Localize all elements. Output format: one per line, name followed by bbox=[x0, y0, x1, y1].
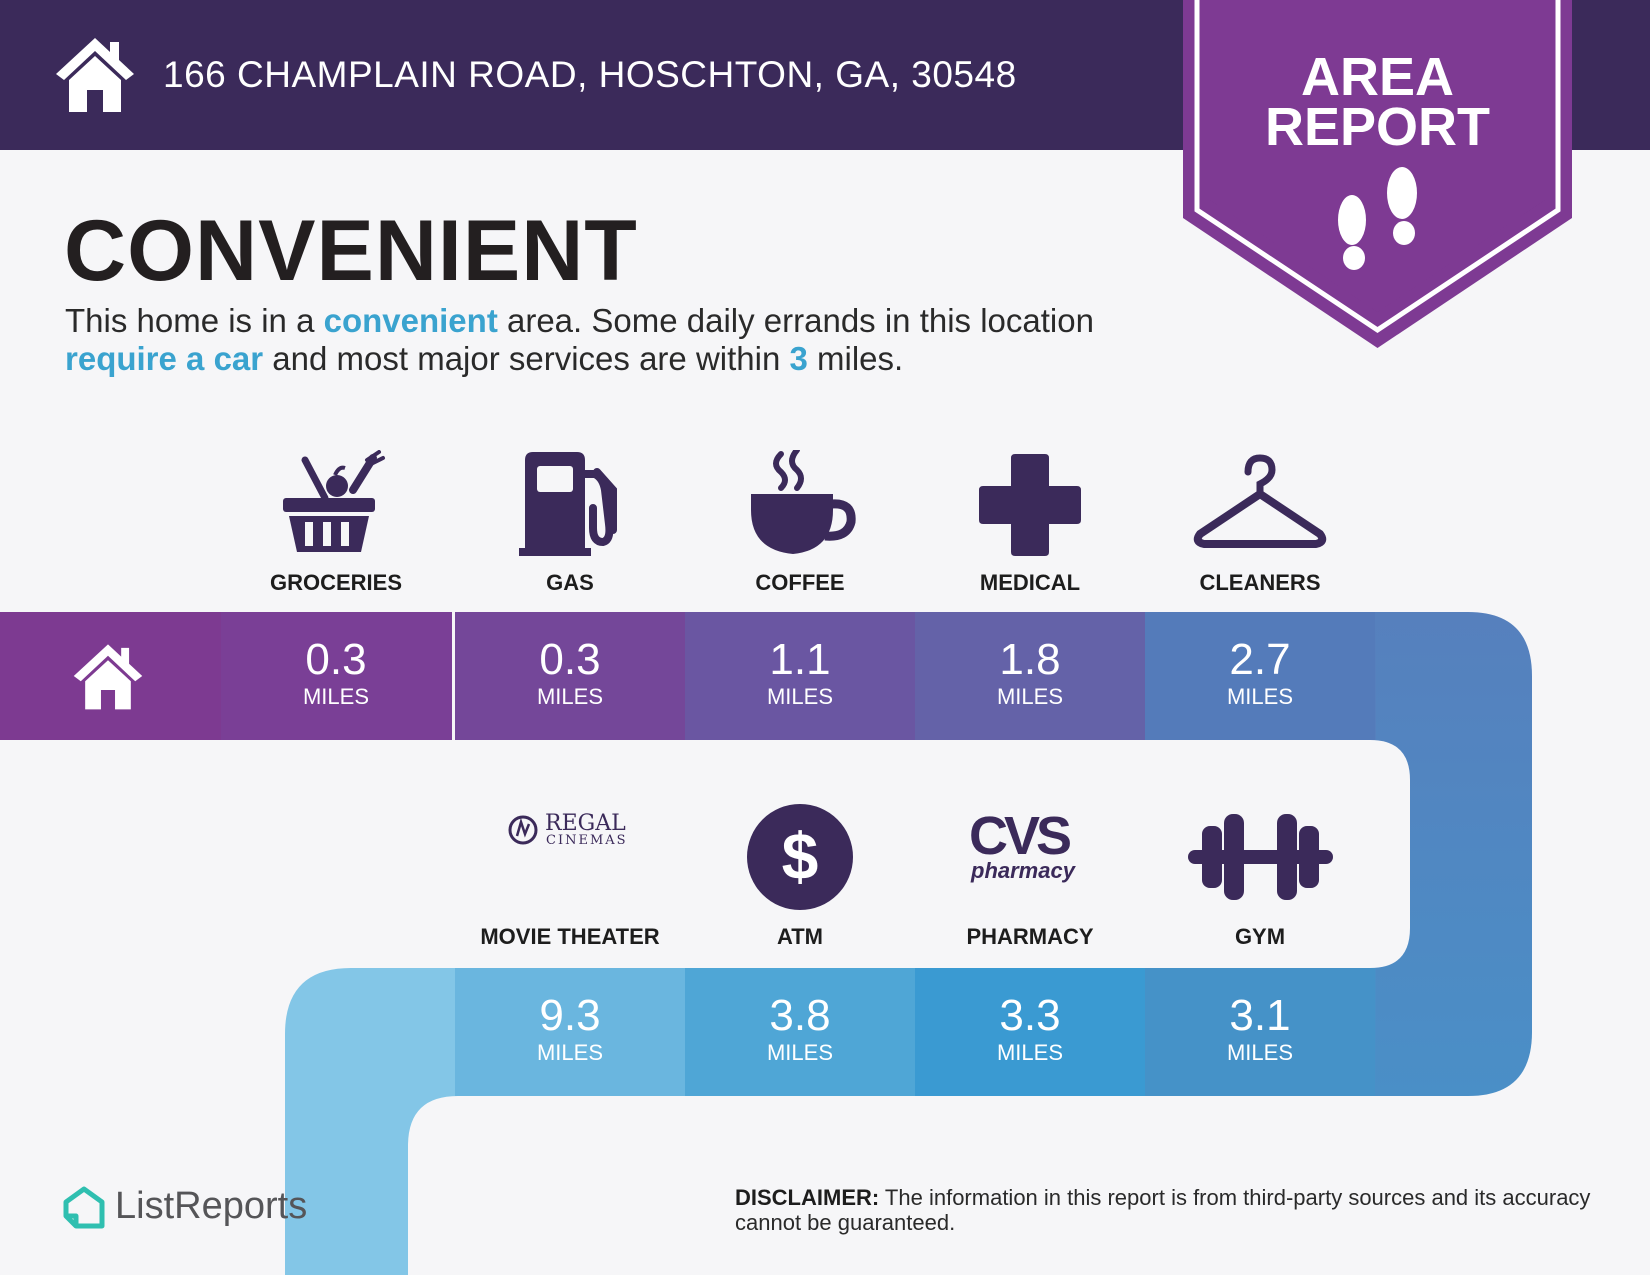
distance-readout: 0.3 MILES bbox=[221, 636, 451, 710]
svg-text:pharmacy: pharmacy bbox=[970, 858, 1077, 883]
distance-unit: MILES bbox=[536, 684, 604, 709]
distance-unit: MILES bbox=[1226, 684, 1294, 709]
svg-text:CINEMAS: CINEMAS bbox=[546, 833, 628, 848]
distance-value: 0.3 bbox=[539, 635, 601, 684]
distance-unit: MILES bbox=[766, 684, 834, 709]
distance-readout: 1.1 MILES bbox=[685, 636, 915, 710]
distance-readout: 3.3 MILES bbox=[915, 992, 1145, 1066]
distance-value: 3.3 bbox=[999, 991, 1061, 1040]
cvs-pharmacy-logo: CVS pharmacy bbox=[969, 810, 1077, 883]
distance-cell-coffee bbox=[685, 612, 916, 740]
grocery-basket-icon bbox=[283, 450, 385, 552]
distance-unit: MILES bbox=[302, 684, 370, 709]
distance-value: 1.1 bbox=[769, 635, 831, 684]
category-label: PHARMACY bbox=[966, 924, 1094, 949]
distance-cell-groceries bbox=[221, 612, 452, 740]
category-label: MOVIE THEATER bbox=[480, 924, 660, 949]
page-title: CONVENIENT bbox=[64, 203, 638, 299]
svg-text:$: $ bbox=[782, 819, 819, 893]
road-segment bbox=[1375, 612, 1376, 740]
area-report-badge bbox=[1183, 0, 1572, 348]
coffee-cup-icon bbox=[751, 450, 856, 554]
gas-pump-icon bbox=[519, 452, 617, 556]
distance-readout: 1.8 MILES bbox=[915, 636, 1145, 710]
category-label: CLEANERS bbox=[1199, 570, 1321, 595]
category-label: GYM bbox=[1234, 924, 1286, 949]
distance-readout: 3.8 MILES bbox=[685, 992, 915, 1066]
distance-readout: 3.1 MILES bbox=[1145, 992, 1375, 1066]
distance-value: 3.1 bbox=[1229, 991, 1291, 1040]
distance-unit: MILES bbox=[766, 1040, 834, 1065]
home-icon bbox=[56, 38, 134, 112]
distance-value: 9.3 bbox=[539, 991, 601, 1040]
footprints-icon bbox=[1338, 167, 1417, 270]
distance-cell-gym bbox=[1145, 968, 1376, 1096]
dumbbell-icon bbox=[1188, 814, 1333, 900]
distance-unit: MILES bbox=[996, 684, 1064, 709]
road-inner-curve bbox=[1300, 740, 1410, 968]
distance-unit: MILES bbox=[996, 1040, 1064, 1065]
distance-unit: MILES bbox=[536, 1040, 604, 1065]
distance-cell-gas bbox=[455, 612, 686, 740]
distance-readout: 9.3 MILES bbox=[455, 992, 685, 1066]
distance-value: 2.7 bbox=[1229, 635, 1291, 684]
badge-title: AREA REPORT bbox=[1264, 47, 1491, 157]
home-icon bbox=[73, 644, 143, 710]
distance-cell-cleaners bbox=[1145, 612, 1376, 740]
distance-unit: MILES bbox=[1226, 1040, 1294, 1065]
regal-cinemas-logo: REGAL CINEMAS bbox=[508, 811, 628, 848]
property-address: 166 CHAMPLAIN ROAD, HOSCHTON, GA, 30548 bbox=[163, 54, 1017, 95]
dollar-icon: $ bbox=[747, 804, 853, 910]
distance-cell-pharmacy bbox=[915, 968, 1146, 1096]
category-label: GROCERIES bbox=[269, 570, 403, 595]
distance-cell-movie-theater bbox=[455, 968, 686, 1096]
svg-text:REGAL: REGAL bbox=[545, 811, 626, 836]
medical-cross-icon bbox=[979, 454, 1081, 556]
distance-readout: 0.3 MILES bbox=[455, 636, 685, 710]
hanger-icon bbox=[1193, 454, 1327, 548]
category-label: ATM bbox=[776, 924, 824, 949]
disclaimer: DISCLAIMER: The information in this repo… bbox=[735, 1185, 1591, 1235]
distance-value: 1.8 bbox=[999, 635, 1061, 684]
brand-name: ListReports bbox=[115, 1185, 308, 1227]
category-label: MEDICAL bbox=[979, 570, 1081, 595]
listreports-logo-icon bbox=[63, 1186, 105, 1229]
distance-readout: 2.7 MILES bbox=[1145, 636, 1375, 710]
category-label: COFFEE bbox=[755, 570, 845, 595]
road-segment bbox=[1375, 968, 1376, 1096]
distance-value: 0.3 bbox=[305, 635, 367, 684]
description: This home is in a convenient area. Some … bbox=[65, 302, 1094, 377]
distance-cell-atm bbox=[685, 968, 916, 1096]
distance-cell-medical bbox=[915, 612, 1146, 740]
svg-text:CVS: CVS bbox=[969, 810, 1070, 866]
distance-value: 3.8 bbox=[769, 991, 831, 1040]
category-label: GAS bbox=[546, 570, 594, 595]
